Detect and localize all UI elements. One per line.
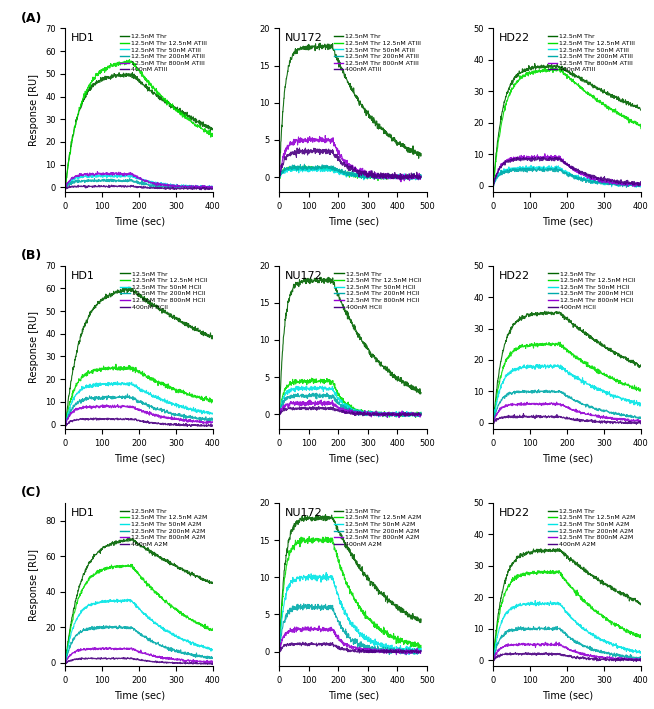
Text: HD22: HD22 [499, 508, 530, 518]
Text: (B): (B) [21, 250, 43, 262]
X-axis label: Time (sec): Time (sec) [328, 691, 379, 700]
Y-axis label: Response [RU]: Response [RU] [29, 311, 39, 384]
Legend: 12.5nM Thr, 12.5nM Thr 12.5nM A2M, 12.5nM Thr 50nM A2M, 12.5nM Thr 200nM A2M, 12: 12.5nM Thr, 12.5nM Thr 12.5nM A2M, 12.5n… [117, 506, 210, 549]
Text: (C): (C) [21, 486, 42, 499]
X-axis label: Time (sec): Time (sec) [542, 691, 593, 700]
Legend: 12.5nM Thr, 12.5nM Thr 12.5nM A2M, 12.5nM Thr 50nM A2M, 12.5nM Thr 200nM A2M, 12: 12.5nM Thr, 12.5nM Thr 12.5nM A2M, 12.5n… [545, 506, 638, 549]
Legend: 12.5nM Thr, 12.5nM Thr 12.5nM HCII, 12.5nM Thr 50nM HCII, 12.5nM Thr 200nM HCII,: 12.5nM Thr, 12.5nM Thr 12.5nM HCII, 12.5… [332, 269, 424, 312]
Text: NU172: NU172 [285, 271, 323, 281]
Text: NU172: NU172 [285, 508, 323, 518]
Text: HD22: HD22 [499, 271, 530, 281]
Text: HD1: HD1 [71, 508, 95, 518]
Y-axis label: Response [RU]: Response [RU] [29, 549, 39, 620]
X-axis label: Time (sec): Time (sec) [114, 216, 165, 226]
Legend: 12.5nM Thr, 12.5nM Thr 12.5nM A2M, 12.5nM Thr 50nM A2M, 12.5nM Thr 200nM A2M, 12: 12.5nM Thr, 12.5nM Thr 12.5nM A2M, 12.5n… [331, 506, 424, 549]
X-axis label: Time (sec): Time (sec) [328, 216, 379, 226]
Text: HD1: HD1 [71, 271, 95, 281]
Text: HD1: HD1 [71, 33, 95, 43]
Legend: 12.5nM Thr, 12.5nM Thr 12.5nM ATIII, 12.5nM Thr 50nM ATIII, 12.5nM Thr 200nM ATI: 12.5nM Thr, 12.5nM Thr 12.5nM ATIII, 12.… [332, 31, 424, 75]
Legend: 12.5nM Thr, 12.5nM Thr 12.5nM ATIII, 12.5nM Thr 50nM ATIII, 12.5nM Thr 200nM ATI: 12.5nM Thr, 12.5nM Thr 12.5nM ATIII, 12.… [545, 31, 638, 75]
X-axis label: Time (sec): Time (sec) [328, 454, 379, 464]
Text: (A): (A) [21, 12, 43, 25]
Text: HD22: HD22 [499, 33, 530, 43]
Legend: 12.5nM Thr, 12.5nM Thr 12.5nM ATIII, 12.5nM Thr 50nM ATIII, 12.5nM Thr 200nM ATI: 12.5nM Thr, 12.5nM Thr 12.5nM ATIII, 12.… [118, 31, 210, 75]
X-axis label: Time (sec): Time (sec) [542, 216, 593, 226]
Text: NU172: NU172 [285, 33, 323, 43]
X-axis label: Time (sec): Time (sec) [542, 454, 593, 464]
Legend: 12.5nM Thr, 12.5nM Thr 12.5nM HCII, 12.5nM Thr 50nM HCII, 12.5nM Thr 200nM HCII,: 12.5nM Thr, 12.5nM Thr 12.5nM HCII, 12.5… [546, 269, 638, 312]
Y-axis label: Response [RU]: Response [RU] [29, 74, 39, 146]
Legend: 12.5nM Thr, 12.5nM Thr 12.5nM HCII, 12.5nM Thr 50nM HCII, 12.5nM Thr 200nM HCII,: 12.5nM Thr, 12.5nM Thr 12.5nM HCII, 12.5… [118, 269, 210, 312]
X-axis label: Time (sec): Time (sec) [114, 454, 165, 464]
X-axis label: Time (sec): Time (sec) [114, 691, 165, 700]
